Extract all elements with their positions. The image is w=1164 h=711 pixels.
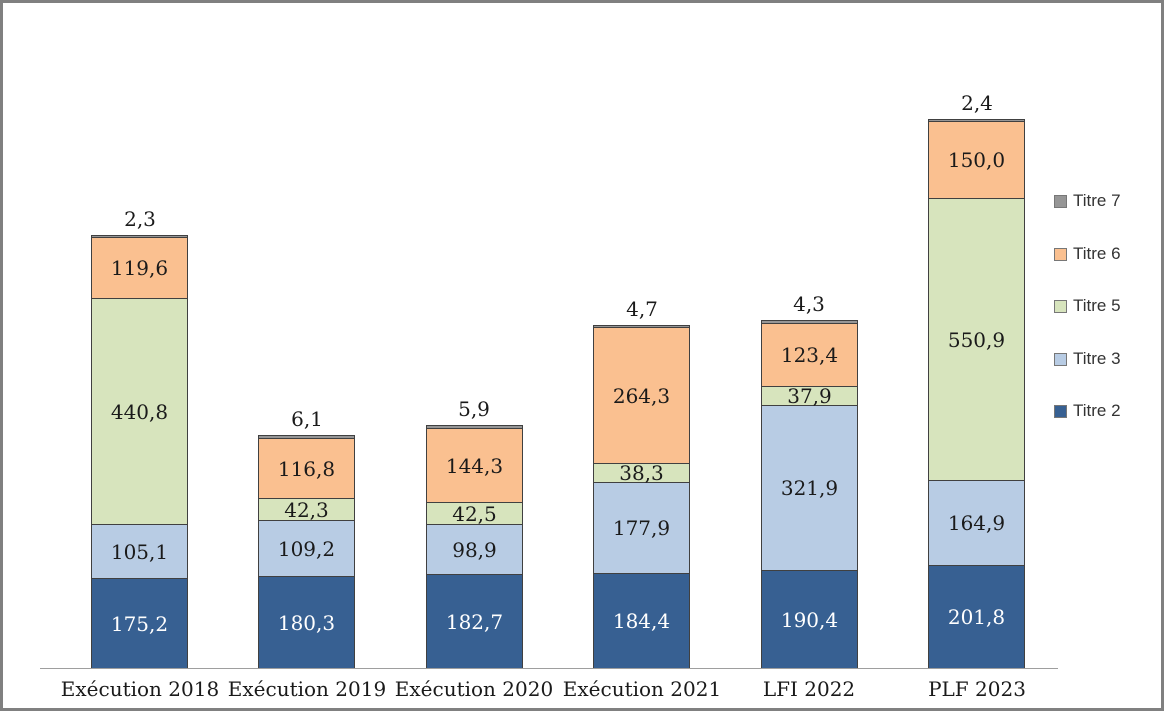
legend-item: Titre 6 bbox=[1054, 244, 1121, 264]
titre7-value-label: 2,4 bbox=[961, 91, 993, 115]
x-axis-label: Exécution 2020 bbox=[394, 677, 554, 701]
legend-label: Titre 5 bbox=[1073, 296, 1121, 315]
segment-value-label: 98,9 bbox=[452, 537, 497, 562]
legend-swatch bbox=[1054, 352, 1067, 366]
bar-segment bbox=[593, 325, 690, 327]
bar-segment bbox=[91, 235, 188, 237]
legend-label: Titre 6 bbox=[1073, 244, 1121, 263]
bar-segment: 321,9 bbox=[761, 405, 858, 570]
bar-segment: 180,3 bbox=[258, 576, 355, 668]
bar-segment: 37,9 bbox=[761, 384, 858, 408]
bar-segment: 190,4 bbox=[761, 570, 858, 668]
segment-value-label: 264,3 bbox=[612, 383, 671, 408]
legend-item: Titre 5 bbox=[1054, 296, 1121, 316]
segment-value-label: 42,5 bbox=[452, 501, 497, 526]
bar-segment: 109,2 bbox=[258, 520, 355, 576]
bar-segment: 42,3 bbox=[258, 498, 355, 520]
legend-item: Titre 2 bbox=[1054, 401, 1121, 421]
legend-label: Titre 2 bbox=[1073, 401, 1121, 420]
bar-segment: 42,5 bbox=[426, 502, 523, 524]
titre7-value-label: 2,3 bbox=[124, 207, 156, 231]
bar-segment: 175,2 bbox=[91, 578, 188, 668]
segment-value-label: 119,6 bbox=[110, 256, 169, 280]
x-axis-label: Exécution 2019 bbox=[227, 677, 387, 701]
legend-label: Titre 3 bbox=[1073, 349, 1121, 368]
bar-segment: 440,8 bbox=[91, 298, 188, 524]
legend-item: Titre 7 bbox=[1054, 191, 1121, 211]
titre7-value-label: 5,9 bbox=[458, 397, 490, 421]
bar-segment: 182,7 bbox=[426, 574, 523, 668]
segment-value-label: 164,9 bbox=[947, 511, 1006, 535]
segment-value-label: 150,0 bbox=[947, 148, 1006, 172]
legend-swatch bbox=[1054, 247, 1067, 261]
bar-segment bbox=[928, 119, 1025, 121]
segment-value-label: 184,4 bbox=[612, 609, 671, 633]
segment-value-label: 116,8 bbox=[277, 456, 336, 481]
bar-segment: 123,4 bbox=[761, 323, 858, 386]
segment-value-label: 144,3 bbox=[445, 453, 504, 478]
bar-segment: 144,3 bbox=[426, 428, 523, 502]
x-axis-line bbox=[40, 668, 1058, 669]
x-axis-label: Exécution 2018 bbox=[60, 677, 220, 701]
segment-value-label: 182,7 bbox=[445, 609, 504, 634]
titre7-value-label: 6,1 bbox=[291, 407, 323, 431]
bar-segment: 116,8 bbox=[258, 438, 355, 498]
legend-item: Titre 3 bbox=[1054, 349, 1121, 369]
segment-value-label: 42,3 bbox=[284, 497, 329, 522]
segment-value-label: 105,1 bbox=[110, 539, 169, 564]
bar-segment: 119,6 bbox=[91, 237, 188, 298]
segment-value-label: 550,9 bbox=[947, 327, 1006, 352]
segment-value-label: 321,9 bbox=[780, 476, 839, 500]
segment-value-label: 38,3 bbox=[619, 461, 664, 485]
bar-segment: 38,3 bbox=[593, 461, 690, 485]
x-axis-label: Exécution 2021 bbox=[562, 677, 722, 701]
segment-value-label: 37,9 bbox=[787, 384, 832, 408]
bar-segment bbox=[258, 435, 355, 438]
x-axis-label: PLF 2023 bbox=[928, 677, 1026, 701]
segment-value-label: 201,8 bbox=[947, 605, 1006, 629]
bar-segment: 550,9 bbox=[928, 198, 1025, 480]
x-axis-label: LFI 2022 bbox=[762, 677, 856, 701]
segment-value-label: 190,4 bbox=[780, 607, 839, 632]
legend-swatch bbox=[1054, 194, 1067, 208]
bar-segment: 150,0 bbox=[928, 121, 1025, 198]
segment-value-label: 177,9 bbox=[612, 516, 671, 540]
segment-value-label: 123,4 bbox=[780, 343, 839, 367]
bar-segment: 177,9 bbox=[593, 482, 690, 573]
legend-label: Titre 7 bbox=[1073, 191, 1121, 210]
segment-value-label: 440,8 bbox=[110, 399, 169, 424]
bar-segment: 105,1 bbox=[91, 524, 188, 578]
bar-segment: 264,3 bbox=[593, 327, 690, 463]
titre7-value-label: 4,7 bbox=[626, 297, 658, 321]
bar-segment: 201,8 bbox=[928, 565, 1025, 668]
bar-segment bbox=[761, 320, 858, 323]
titre7-value-label: 4,3 bbox=[793, 292, 825, 316]
bar-segment bbox=[426, 425, 523, 428]
segment-value-label: 109,2 bbox=[277, 536, 336, 561]
bar-segment: 98,9 bbox=[426, 524, 523, 574]
segment-value-label: 175,2 bbox=[110, 611, 169, 636]
segment-value-label: 180,3 bbox=[277, 610, 336, 635]
legend-swatch bbox=[1054, 299, 1067, 313]
bar-segment: 184,4 bbox=[593, 573, 690, 668]
legend-swatch bbox=[1054, 404, 1067, 418]
stacked-bar-chart: 175,2 105,1 440,8 119,6 2,3 180,3 109,2 42,3 116… bbox=[3, 3, 1161, 708]
bar-segment: 164,9 bbox=[928, 480, 1025, 565]
